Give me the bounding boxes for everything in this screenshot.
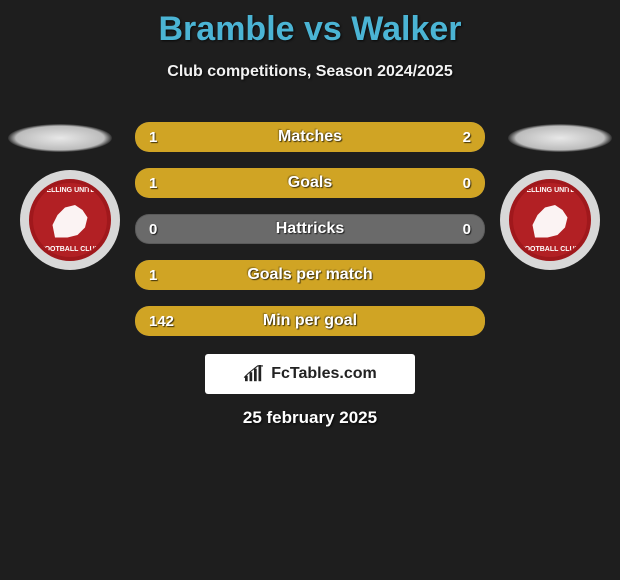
stat-row: 10Goals bbox=[135, 168, 485, 198]
stat-row: 00Hattricks bbox=[135, 214, 485, 244]
crest-left-text-bottom: FOOTBALL CLUB bbox=[33, 246, 107, 253]
shadow-left bbox=[8, 124, 112, 152]
chart-icon bbox=[243, 365, 265, 383]
shadow-right bbox=[508, 124, 612, 152]
crest-right-text-bottom: FOOTBALL CLUB bbox=[513, 246, 587, 253]
stat-row: 1Goals per match bbox=[135, 260, 485, 290]
stat-label: Hattricks bbox=[135, 214, 485, 244]
crest-left: WELLING UNITED FOOTBALL CLUB bbox=[20, 170, 120, 270]
stat-label: Goals bbox=[135, 168, 485, 198]
footer-date: 25 february 2025 bbox=[0, 408, 620, 428]
stat-label: Min per goal bbox=[135, 306, 485, 336]
crest-right-text-top: WELLING UNITED bbox=[513, 187, 587, 194]
stat-label: Matches bbox=[135, 122, 485, 152]
crest-right: WELLING UNITED FOOTBALL CLUB bbox=[500, 170, 600, 270]
stat-label: Goals per match bbox=[135, 260, 485, 290]
stats-bars: 12Matches 10Goals 00Hattricks 1Goals per ma… bbox=[135, 122, 485, 352]
stat-row: 12Matches bbox=[135, 122, 485, 152]
stat-row: 142Min per goal bbox=[135, 306, 485, 336]
brand-text: FcTables.com bbox=[271, 365, 377, 383]
page-subtitle: Club competitions, Season 2024/2025 bbox=[0, 63, 620, 81]
page-title: Bramble vs Walker bbox=[0, 0, 620, 49]
brand-box: FcTables.com bbox=[205, 354, 415, 394]
crest-left-text-top: WELLING UNITED bbox=[33, 187, 107, 194]
